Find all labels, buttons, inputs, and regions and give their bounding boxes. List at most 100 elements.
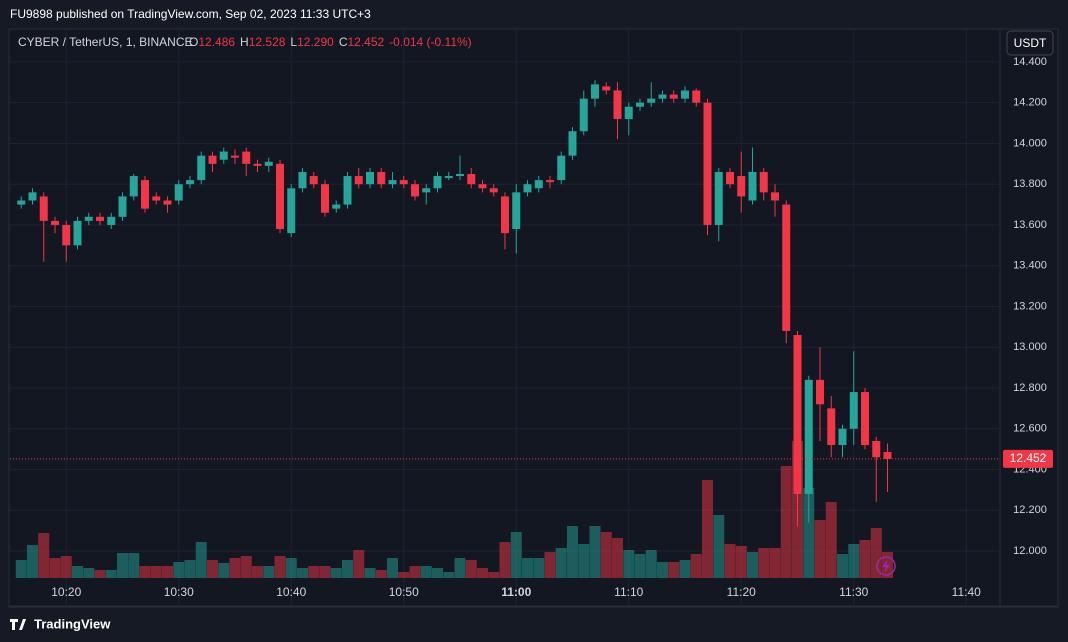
candle-body: [489, 188, 498, 193]
candle-body: [658, 94, 667, 99]
candle-body: [332, 204, 341, 209]
candle-body: [546, 180, 554, 183]
volume-bar: [297, 568, 308, 578]
candle-body: [759, 171, 768, 193]
candle-body: [816, 379, 824, 405]
candle-body: [726, 171, 734, 185]
candle-body: [883, 451, 892, 459]
candle-body: [771, 192, 779, 201]
lightning-icon[interactable]: [876, 556, 896, 576]
icon-bolt[interactable]: [882, 559, 890, 573]
volume-bar: [702, 480, 713, 578]
candle-body: [377, 171, 386, 185]
volume-bar: [803, 488, 815, 578]
candle-body: [197, 155, 206, 181]
candle-body: [602, 86, 611, 91]
candle-body: [354, 176, 363, 185]
x-tick-label: 10:20: [51, 585, 81, 599]
y-tick-label: 12.200: [1013, 504, 1047, 516]
candle-body: [411, 184, 419, 197]
volume-bar: [814, 520, 826, 578]
volume-bar: [600, 532, 612, 578]
volume-bar: [105, 570, 117, 578]
candle-body: [321, 184, 329, 213]
candle-body: [512, 192, 521, 230]
brand-name: TradingView: [34, 616, 111, 631]
ohlc-value: 12.290: [297, 35, 334, 49]
x-tick-label: 10:30: [164, 585, 194, 599]
candle-body: [557, 155, 566, 181]
volume-bar: [409, 566, 421, 578]
volume-bar: [432, 568, 443, 578]
volume-bar: [713, 515, 725, 578]
volume-bar: [679, 560, 691, 578]
candle-body: [129, 176, 138, 197]
currency-button[interactable]: [1006, 30, 1054, 56]
volume-bar: [252, 566, 263, 578]
volume-bar: [94, 570, 106, 578]
volume-bar: [195, 542, 207, 578]
candle-body: [287, 188, 296, 234]
candle-body: [422, 188, 431, 193]
volume-bar: [488, 572, 500, 578]
candle-body: [534, 180, 543, 189]
volume-bar: [657, 562, 668, 578]
candle-body: [579, 98, 588, 132]
candle-body: [309, 176, 318, 185]
volume-bar: [747, 552, 758, 578]
candle-body: [613, 90, 622, 119]
candles: [17, 80, 892, 527]
y-tick-label: 14.200: [1013, 97, 1047, 109]
volume-bar: [533, 558, 545, 578]
x-tick-label: 11:10: [614, 585, 643, 599]
volume-bar: [825, 502, 837, 578]
candle-body: [681, 90, 689, 99]
volume-bar: [162, 566, 173, 578]
ohlc-key: O: [189, 35, 198, 49]
currency[interactable]: USDT: [1014, 36, 1047, 50]
candle-body: [219, 151, 228, 160]
candle-body: [107, 216, 116, 225]
volume-bar: [544, 552, 556, 578]
ohlc-legend: O 12.486 H 12.528 L 12.290 C 12.452 -0.014 (-0.1…: [189, 35, 472, 49]
candle-body: [444, 176, 453, 179]
candle-body: [647, 98, 656, 103]
volume-bar: [398, 572, 410, 578]
x-tick-label: 11:20: [727, 585, 756, 599]
last-price-label: 12.452: [1010, 451, 1047, 465]
ohlc-key: C: [339, 35, 348, 49]
candle-body: [141, 180, 149, 209]
volume-bar: [859, 540, 871, 578]
volume-bar: [387, 558, 398, 578]
candle-body: [456, 174, 464, 177]
candle-body: [163, 200, 172, 205]
volume-bar: [780, 466, 792, 578]
candle-body: [703, 102, 712, 225]
volume-bar: [139, 566, 151, 578]
candle-body: [692, 90, 701, 103]
candle-body: [96, 216, 104, 221]
candle-body: [714, 171, 723, 225]
volume-bar: [207, 560, 218, 578]
y-tick-label: 13.200: [1013, 300, 1047, 312]
candle-body: [804, 379, 813, 494]
candle-body: [253, 163, 262, 166]
y-tick-label: 13.600: [1013, 219, 1047, 231]
candle-body: [174, 184, 183, 201]
candle-body: [17, 200, 26, 205]
x-tick-label: 10:40: [276, 585, 306, 599]
volume-bar: [769, 548, 781, 578]
icon-ring[interactable]: [876, 556, 896, 576]
candle-body: [838, 428, 847, 446]
volume-bar: [477, 568, 488, 578]
volume-bar: [319, 566, 331, 578]
ohlc-value: 12.486: [198, 35, 235, 49]
volume-bar: [578, 544, 590, 578]
volume-bar: [364, 568, 376, 578]
volume-bar: [645, 550, 657, 578]
x-tick-label: 10:50: [389, 585, 419, 599]
volume-bar: [353, 550, 365, 578]
ohlc-value: 12.528: [249, 35, 286, 49]
volume-bar: [128, 553, 140, 578]
candle-body: [343, 176, 352, 205]
